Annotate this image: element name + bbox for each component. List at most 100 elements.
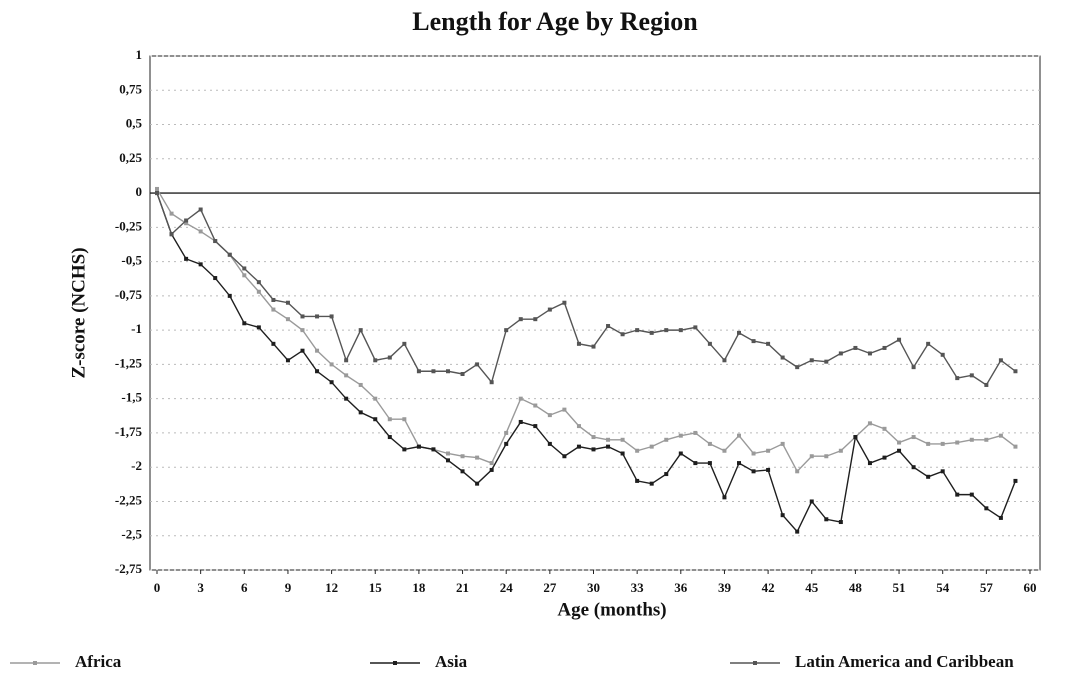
point-marker (635, 328, 640, 333)
point-marker (780, 513, 785, 518)
point-marker (737, 433, 741, 438)
point-marker (635, 448, 640, 453)
point-marker (344, 358, 349, 363)
point-marker (242, 266, 247, 271)
point-marker (635, 478, 640, 483)
point-marker (198, 229, 203, 234)
point-marker (285, 300, 290, 305)
point-marker (984, 382, 989, 387)
point-marker (693, 461, 698, 466)
x-tick-label: 48 (849, 580, 863, 595)
y-tick-label: 0,75 (119, 81, 142, 96)
point-marker (315, 314, 320, 319)
point-marker (737, 330, 741, 335)
point-marker (518, 396, 523, 401)
point-marker (897, 440, 902, 445)
point-marker (911, 435, 916, 440)
point-marker (387, 355, 392, 360)
point-marker (926, 441, 931, 446)
point-marker (591, 435, 596, 440)
point-marker (460, 454, 465, 459)
point-marker (751, 339, 756, 344)
point-marker (576, 444, 581, 449)
point-marker (358, 328, 363, 333)
legend-text: Asia (435, 652, 468, 671)
point-marker (969, 373, 974, 378)
point-marker (766, 467, 771, 472)
point-marker (838, 351, 843, 356)
point-marker (707, 441, 712, 446)
y-tick-label: -1,5 (121, 390, 142, 405)
point-marker (998, 358, 1003, 363)
point-marker (751, 451, 756, 456)
point-marker (867, 351, 872, 356)
point-marker (446, 369, 450, 374)
point-marker (795, 469, 800, 474)
point-marker (285, 358, 290, 363)
point-marker (984, 506, 989, 511)
x-tick-label: 45 (805, 580, 819, 595)
y-tick-label: 0 (136, 184, 143, 199)
point-marker (693, 430, 698, 435)
point-marker (373, 358, 378, 363)
x-tick-label: 24 (500, 580, 514, 595)
legend-text: Latin America and Caribbean (795, 652, 1014, 671)
x-tick-label: 39 (718, 580, 732, 595)
point-marker (940, 469, 945, 474)
point-marker (911, 465, 916, 470)
point-marker (1013, 444, 1018, 449)
point-marker (766, 341, 771, 346)
point-marker (722, 448, 727, 453)
point-marker (227, 252, 232, 257)
point-marker (998, 515, 1003, 520)
point-marker (591, 447, 596, 452)
point-marker (242, 321, 247, 326)
point-marker (344, 373, 349, 378)
point-marker (227, 293, 232, 298)
point-marker (882, 455, 887, 460)
x-tick-label: 54 (936, 580, 950, 595)
point-marker (489, 467, 494, 472)
x-tick-label: 6 (241, 580, 248, 595)
point-marker (882, 426, 887, 431)
point-marker (926, 474, 931, 479)
y-tick-label: -1,25 (115, 355, 143, 370)
point-marker (271, 341, 276, 346)
point-marker (184, 256, 189, 261)
point-marker (213, 276, 218, 281)
point-marker (387, 417, 392, 422)
x-tick-label: 51 (893, 580, 906, 595)
point-marker (620, 332, 625, 337)
point-marker (678, 451, 683, 456)
x-tick-label: 12 (325, 580, 338, 595)
point-marker (591, 344, 596, 349)
point-marker (475, 481, 480, 486)
point-marker (897, 448, 902, 453)
point-marker (489, 380, 494, 385)
point-marker (431, 447, 436, 452)
point-marker (562, 407, 567, 412)
point-marker (533, 424, 538, 429)
point-marker (446, 451, 450, 456)
point-marker (198, 262, 203, 267)
point-marker (780, 441, 785, 446)
point-marker (373, 396, 378, 401)
point-marker (547, 413, 552, 418)
point-marker (518, 317, 523, 322)
x-tick-label: 9 (285, 580, 292, 595)
point-marker (504, 441, 509, 446)
point-marker (315, 348, 320, 353)
point-marker (809, 358, 814, 363)
x-tick-label: 33 (631, 580, 645, 595)
point-marker (300, 348, 305, 353)
point-marker (518, 419, 523, 424)
point-marker (256, 289, 261, 294)
x-tick-label: 3 (197, 580, 204, 595)
y-tick-label: -2,75 (115, 561, 143, 576)
point-marker (329, 314, 334, 319)
y-tick-label: 0,25 (119, 150, 142, 165)
point-marker (300, 314, 305, 319)
point-marker (824, 454, 829, 459)
point-marker (300, 328, 305, 333)
point-marker (402, 417, 407, 422)
